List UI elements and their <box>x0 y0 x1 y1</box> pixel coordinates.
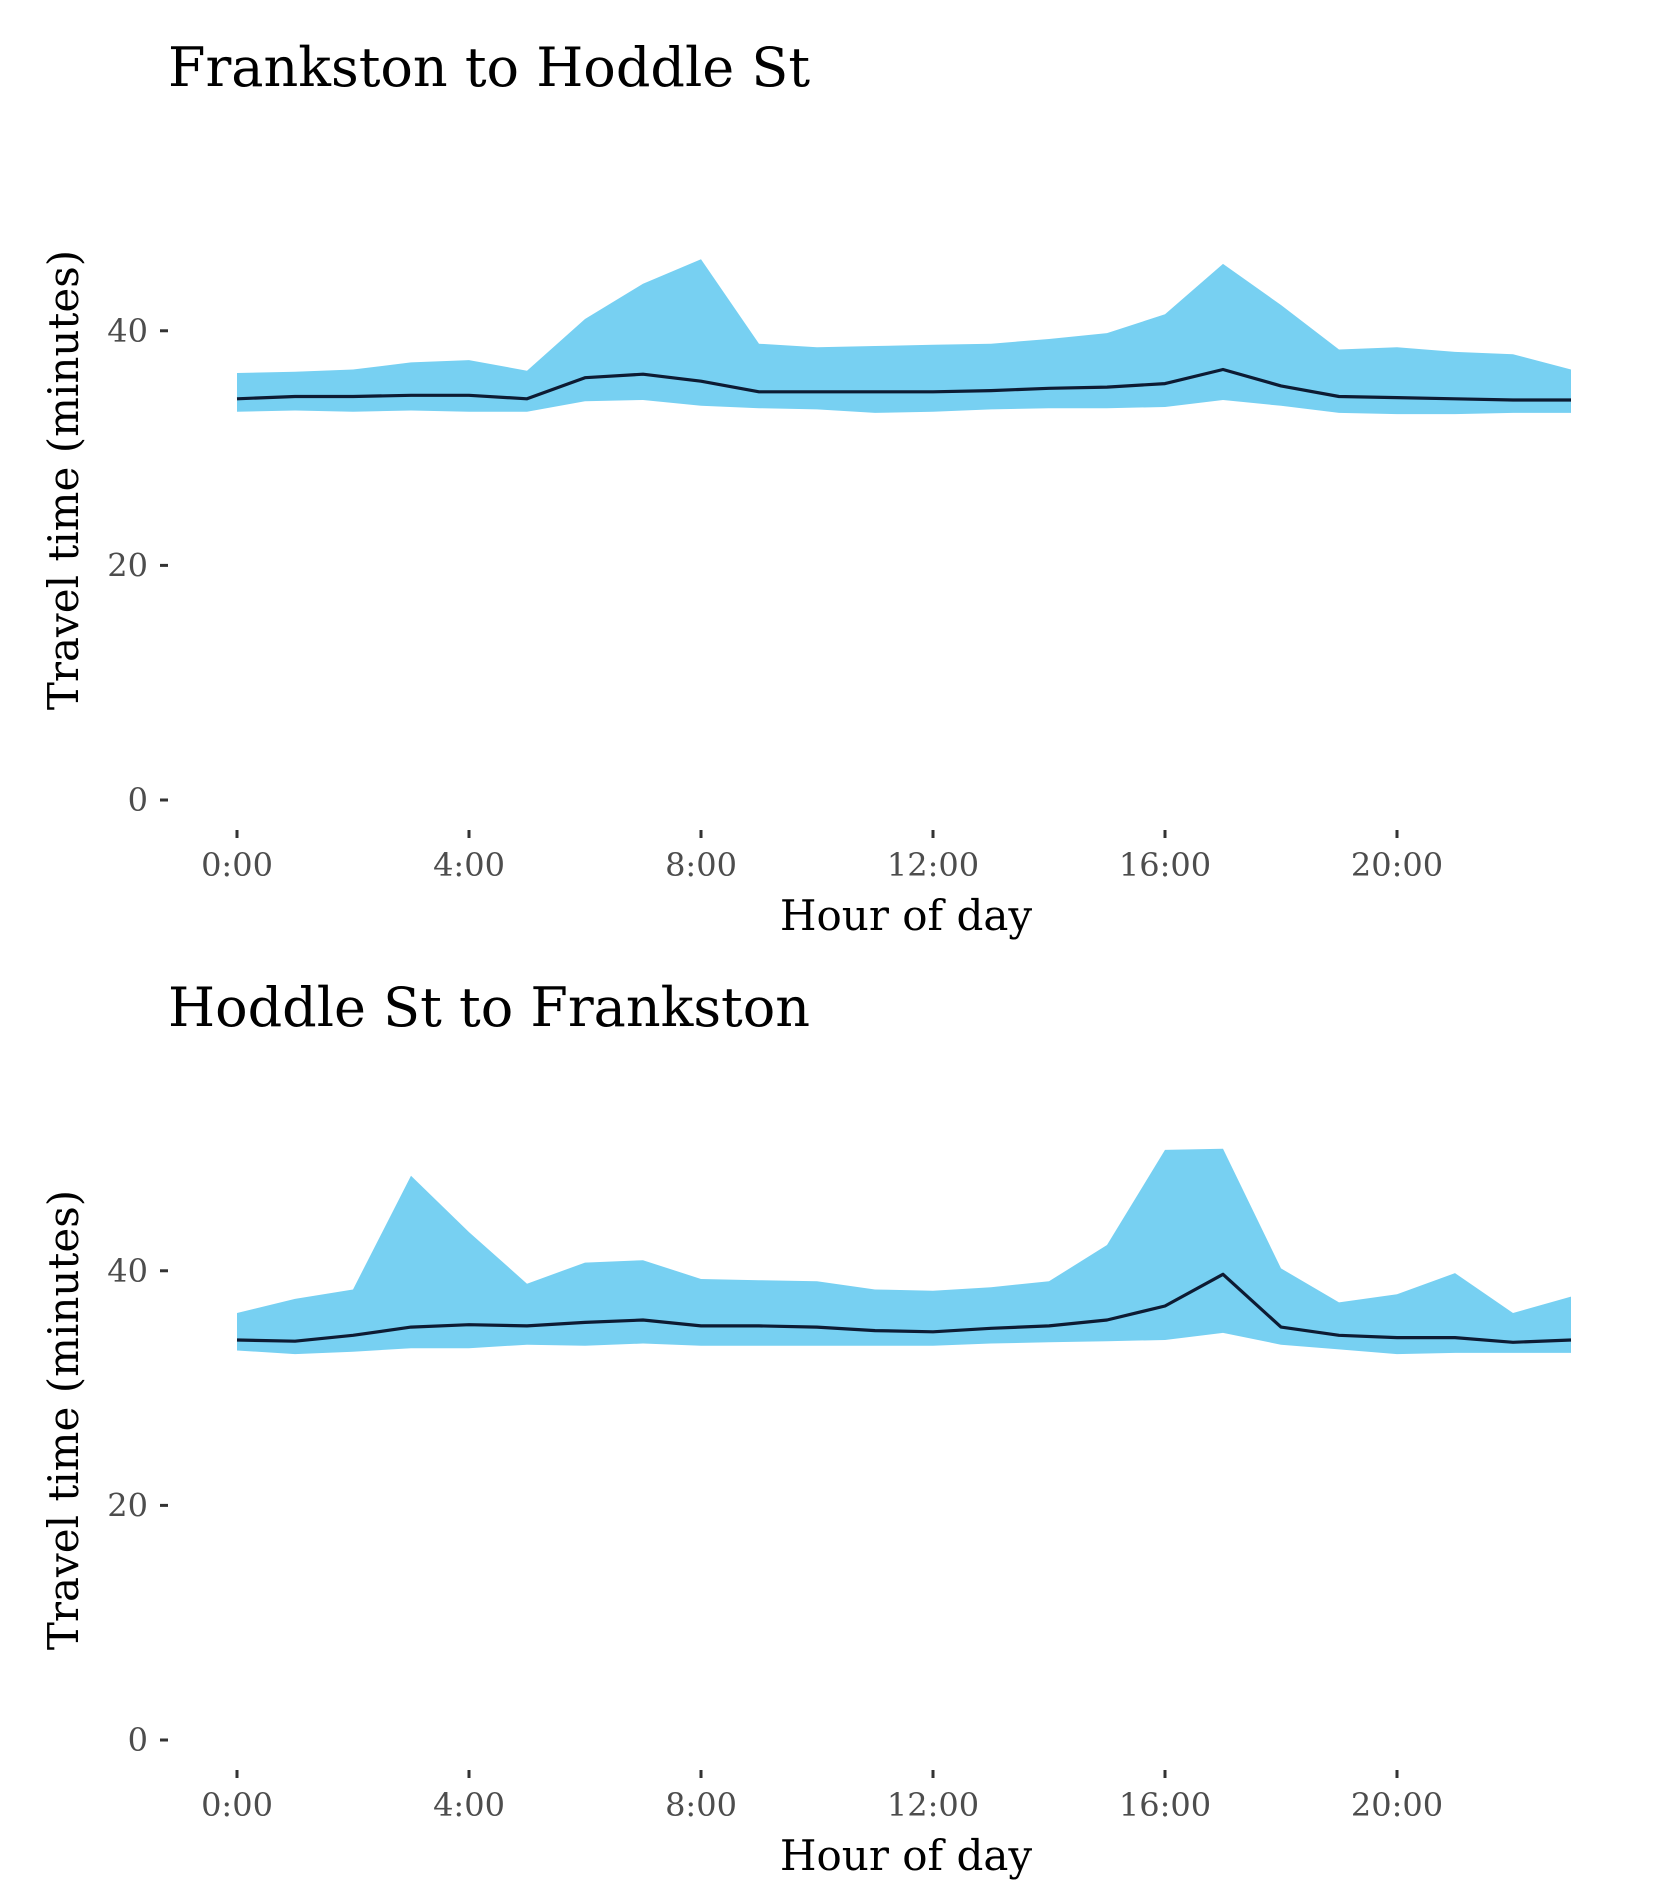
x-tick-label: 0:00 <box>201 1786 273 1824</box>
y-tick-label: 40 <box>107 312 148 350</box>
chart-title: Frankston to Hoddle St <box>168 36 810 99</box>
x-tick-label: 8:00 <box>665 846 737 884</box>
y-axis-title: Travel time (minutes) <box>39 1190 88 1650</box>
median-line <box>236 367 1571 402</box>
x-tick-label: 4:00 <box>433 846 505 884</box>
line-layer <box>236 367 1571 402</box>
x-tick-label: 16:00 <box>1119 1786 1211 1824</box>
band-layer <box>237 259 1571 415</box>
panel-frankston-to-hoddle: Frankston to Hoddle St Travel time (minu… <box>39 36 1571 940</box>
band-layer <box>237 1148 1571 1355</box>
x-tick-label: 20:00 <box>1351 1786 1443 1824</box>
line-layer <box>236 1272 1572 1344</box>
y-tick-label: 20 <box>107 1486 148 1524</box>
y-tick-label: 0 <box>128 781 148 819</box>
y-tick-label: 20 <box>107 546 148 584</box>
x-tick-label: 4:00 <box>433 1786 505 1824</box>
x-tick-label: 8:00 <box>665 1786 737 1824</box>
ribbon-band <box>237 259 1571 415</box>
x-tick-label: 12:00 <box>887 1786 979 1824</box>
x-tick-label: 20:00 <box>1351 846 1443 884</box>
ribbon-band <box>237 1148 1571 1355</box>
x-tick-label: 12:00 <box>887 846 979 884</box>
x-axis-title: Hour of day <box>780 1831 1032 1880</box>
y-tick-label: 0 <box>128 1721 148 1759</box>
axis-layer: 0 20 40 0:00 4:00 8:00 12:00 16:00 20:00 <box>107 312 1443 884</box>
median-line <box>236 1272 1572 1344</box>
y-axis-title: Travel time (minutes) <box>39 250 88 710</box>
x-axis-title: Hour of day <box>780 891 1032 940</box>
chart-title: Hoddle St to Frankston <box>168 976 810 1039</box>
panel-hoddle-to-frankston: Hoddle St to Frankston Travel time (minu… <box>39 976 1572 1880</box>
axis-layer: 0 20 40 0:00 4:00 8:00 12:00 16:00 20:00 <box>107 1252 1443 1824</box>
y-tick-label: 40 <box>107 1252 148 1290</box>
x-tick-label: 16:00 <box>1119 846 1211 884</box>
x-tick-label: 0:00 <box>201 846 273 884</box>
